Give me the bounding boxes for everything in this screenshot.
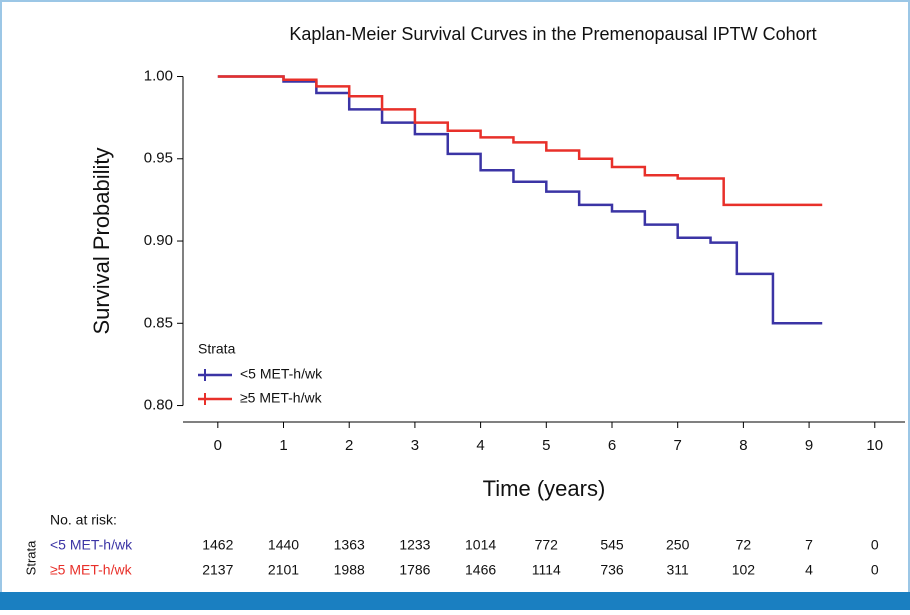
risk-count: 0 [871,537,879,553]
risk-count: 1114 [532,562,561,578]
risk-count: 0 [871,562,879,578]
risk-count: 7 [805,537,813,553]
risk-count: 1233 [399,537,430,553]
x-tick-label: 9 [805,437,813,454]
y-axis-label: Survival Probability [89,147,114,334]
x-tick-label: 7 [674,437,682,454]
x-tick-label: 0 [214,437,222,454]
legend-title: Strata [198,341,236,357]
x-tick-label: 6 [608,437,616,454]
risk-count: 2101 [268,562,299,578]
risk-count: 1786 [399,562,430,578]
risk-count: 1014 [465,537,496,553]
risk-count: 250 [666,537,690,553]
risk-row-name: ≥5 MET-h/wk [50,562,133,578]
legend-label: <5 MET-h/wk [240,366,323,382]
x-axis-label: Time (years) [483,476,606,501]
chart-title: Kaplan-Meier Survival Curves in the Prem… [289,24,816,44]
x-tick-label: 3 [411,437,419,454]
risk-count: 1440 [268,537,299,553]
risk-count: 1363 [334,537,365,553]
risk-count: 772 [535,537,559,553]
risk-count: 102 [732,562,756,578]
risk-row-name: <5 MET-h/wk [50,537,133,553]
risk-count: 1462 [202,537,233,553]
risk-count: 1466 [465,562,496,578]
x-tick-label: 2 [345,437,353,454]
survival-curve [217,75,823,207]
x-tick-label: 1 [279,437,287,454]
y-tick-label: 1.00 [144,67,173,84]
risk-count: 1988 [334,562,365,578]
y-tick-label: 0.80 [144,397,173,414]
y-tick-label: 0.95 [144,150,173,167]
risk-title: No. at risk: [50,512,117,528]
risk-count: 736 [600,562,624,578]
y-tick-label: 0.85 [144,314,173,331]
risk-strata-label: Strata [23,540,38,575]
x-tick-label: 4 [476,437,484,454]
risk-count: 72 [736,537,752,553]
legend-label: ≥5 MET-h/wk [240,390,323,406]
y-tick-label: 0.90 [144,232,173,249]
x-tick-label: 8 [739,437,747,454]
survival-curve [217,75,823,325]
x-tick-label: 5 [542,437,550,454]
risk-count: 545 [600,537,624,553]
footer-band [0,592,910,610]
risk-count: 2137 [202,562,233,578]
risk-count: 4 [805,562,813,578]
x-tick-label: 10 [866,437,883,454]
risk-count: 311 [667,562,690,578]
